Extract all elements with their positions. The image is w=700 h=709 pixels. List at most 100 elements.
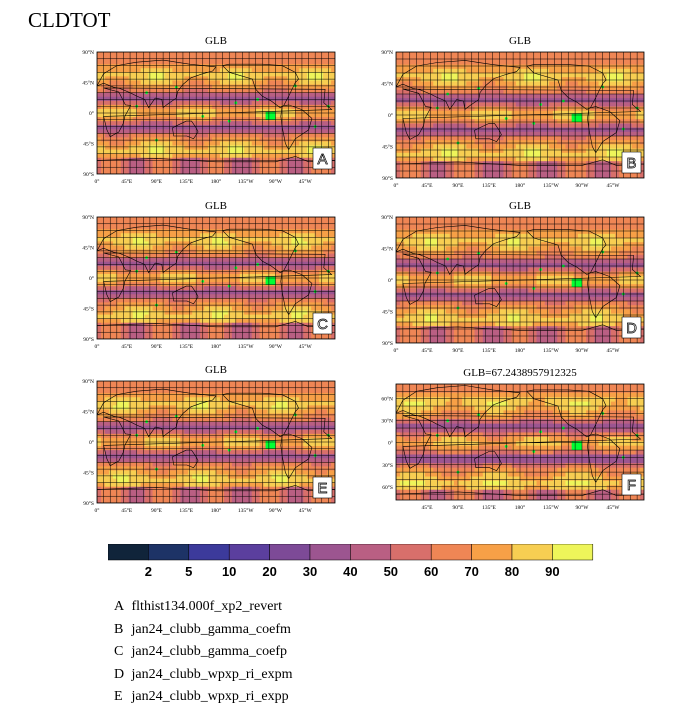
lon-tick-label: 180°: [211, 507, 221, 514]
colorbar-label: 60: [424, 564, 438, 579]
lat-tick-label: 0°: [89, 439, 94, 446]
lon-tick-label: 90°E: [151, 343, 163, 350]
colorbar-swatch: [189, 544, 229, 560]
colorbar-label: 40: [343, 564, 357, 579]
legend-entry: D jan24_clubb_wpxp_ri_expm: [114, 664, 292, 687]
lon-tick-label: 135°E: [482, 504, 496, 511]
colorbar-label: 80: [505, 564, 519, 579]
lon-tick-label: 90°E: [452, 347, 464, 354]
panel-label: D: [626, 320, 637, 337]
lon-tick-label: 135°W: [238, 343, 254, 350]
colorbar-label: 90: [545, 564, 559, 579]
lat-tick-label: 90°S: [83, 500, 94, 507]
lat-tick-label: 90°N: [381, 214, 393, 221]
lon-tick-label: 45°E: [121, 343, 133, 350]
lat-tick-label: 90°N: [82, 214, 94, 221]
lon-tick-label: 45°W: [607, 182, 621, 189]
lat-tick-label: 45°S: [83, 141, 94, 148]
lon-tick-label: 0°: [95, 343, 100, 350]
lon-tick-label: 90°E: [452, 504, 464, 511]
lat-tick-label: 90°S: [382, 340, 393, 347]
colorbar-label: 10: [222, 564, 236, 579]
lon-tick-label: 135°W: [238, 507, 254, 514]
panel-title-a: GLB: [97, 35, 335, 47]
colorbar-swatch: [472, 544, 512, 560]
panel-title-f: GLB=67.2438957912325: [396, 367, 644, 379]
lon-tick-label: 135°W: [543, 347, 559, 354]
lon-tick-label: 135°E: [179, 178, 193, 185]
legend-case-name: jan24_clubb_gamma_coefm: [128, 622, 291, 637]
lat-tick-label: 30°S: [382, 462, 393, 469]
legend-letter: A: [114, 596, 128, 619]
lat-tick-label: 90°N: [82, 378, 94, 385]
legend-entry: C jan24_clubb_gamma_coefp: [114, 641, 292, 664]
lon-tick-label: 0°: [394, 182, 399, 189]
lon-tick-label: 90°E: [151, 178, 163, 185]
lon-tick-label: 90°W: [269, 343, 283, 350]
colorbar-swatch: [391, 544, 431, 560]
lon-tick-label: 45°W: [299, 343, 313, 350]
lon-tick-label: 90°W: [576, 504, 590, 511]
lon-tick-label: 0°: [95, 178, 100, 185]
panel-label: C: [317, 316, 328, 333]
lat-tick-label: 90°S: [83, 171, 94, 178]
lon-tick-label: 135°W: [543, 504, 559, 511]
lon-tick-label: 180°: [515, 182, 525, 189]
lon-tick-label: 135°E: [482, 182, 496, 189]
lat-tick-label: 0°: [388, 440, 393, 447]
colorbar-swatch: [552, 544, 592, 560]
heatmap-cells: [97, 52, 335, 174]
legend-entry: A flthist134.000f_xp2_revert: [114, 596, 292, 619]
panel-label: F: [627, 477, 636, 494]
colorbar-label: 70: [464, 564, 478, 579]
colorbar-swatch: [270, 544, 310, 560]
lat-tick-label: 30°N: [381, 418, 393, 425]
lon-tick-label: 45°W: [607, 347, 621, 354]
lat-tick-label: 45°N: [381, 81, 393, 88]
lat-tick-label: 0°: [388, 112, 393, 119]
lon-tick-label: 180°: [211, 178, 221, 185]
lon-tick-label: 135°W: [238, 178, 254, 185]
colorbar-swatch: [229, 544, 269, 560]
lon-tick-label: 135°W: [543, 182, 559, 189]
lat-tick-label: 60°N: [381, 396, 393, 403]
panel-label: E: [317, 480, 327, 497]
lon-tick-label: 90°W: [576, 182, 590, 189]
lon-tick-label: 90°W: [269, 178, 283, 185]
legend-letter: E: [114, 686, 128, 709]
lon-tick-label: 135°E: [482, 347, 496, 354]
lat-tick-label: 45°S: [382, 309, 393, 316]
lon-tick-label: 90°E: [452, 182, 464, 189]
legend-case-name: flthist134.000f_xp2_revert: [128, 599, 282, 614]
legend-letter: B: [114, 619, 128, 642]
legend-entry: B jan24_clubb_gamma_coefm: [114, 619, 292, 642]
lat-tick-label: 45°N: [82, 80, 94, 87]
lon-tick-label: 45°E: [421, 347, 433, 354]
colorbar-swatch: [148, 544, 188, 560]
figure-title: CLDTOT: [28, 8, 110, 33]
heatmap-cells: [396, 217, 644, 343]
lat-tick-label: 45°S: [83, 470, 94, 477]
lat-tick-label: 0°: [89, 275, 94, 282]
panel-title-d: GLB: [396, 200, 644, 212]
lon-tick-label: 45°W: [607, 504, 621, 511]
heatmap-cells: [396, 377, 644, 509]
lat-tick-label: 45°S: [382, 144, 393, 151]
colorbar-swatch: [431, 544, 471, 560]
colorbar-label: 2: [145, 564, 152, 579]
lat-tick-label: 90°S: [382, 175, 393, 182]
lon-tick-label: 45°E: [121, 178, 133, 185]
lon-tick-label: 0°: [95, 507, 100, 514]
colorbar-label: 20: [262, 564, 276, 579]
lat-tick-label: 0°: [89, 110, 94, 117]
legend-letter: C: [114, 641, 128, 664]
colorbar-swatch: [310, 544, 350, 560]
colorbar-label: 30: [303, 564, 317, 579]
lon-tick-label: 180°: [515, 347, 525, 354]
lon-tick-label: 90°E: [151, 507, 163, 514]
panel-label: B: [626, 155, 636, 172]
legend-entry: E jan24_clubb_wpxp_ri_expp: [114, 686, 292, 709]
